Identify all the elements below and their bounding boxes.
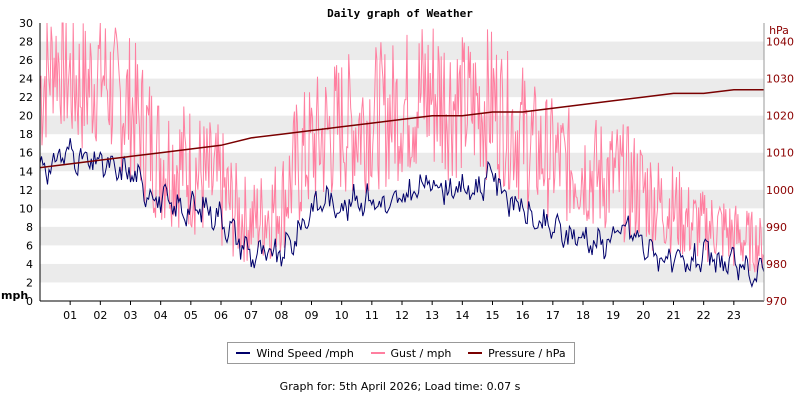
footer-status: Graph for: 5th April 2026; Load time: 0.… [279, 380, 521, 393]
right-tick-label: 1000 [766, 184, 794, 197]
legend-item-pressure: Pressure / hPa [468, 347, 566, 360]
x-tick-label: 19 [606, 309, 620, 322]
left-tick-label: 2 [26, 276, 33, 289]
x-tick-labels: 01 02 03 04 05 06 07 08 09 10 11 12 13 14 15 16 17 18 19 20… [63, 301, 741, 322]
left-tick-label: 20 [19, 110, 33, 123]
chart-title: Daily graph of Weather [327, 7, 473, 20]
left-tick-label: 6 [26, 239, 33, 252]
wind-speed-line [39, 138, 765, 289]
grid-bands [40, 23, 764, 301]
pressure-swatch [468, 352, 483, 354]
grid-band [40, 78, 764, 98]
x-tick-label: 09 [305, 309, 319, 322]
wind-swatch [236, 352, 251, 354]
x-tick-label: 16 [516, 309, 530, 322]
right-tick-label: 1040 [766, 36, 794, 49]
x-tick-label: 05 [184, 309, 198, 322]
x-tick-label: 21 [667, 309, 681, 322]
left-tick-label: 30 [19, 17, 33, 30]
x-tick-label: 03 [124, 309, 138, 322]
left-tick-label: 22 [19, 91, 33, 104]
x-tick-label: 14 [455, 309, 469, 322]
right-tick-label: 1010 [766, 147, 794, 160]
x-tick-label: 12 [395, 309, 409, 322]
right-tick-label: 1020 [766, 110, 794, 123]
gust-swatch [370, 352, 385, 354]
left-tick-label: 26 [19, 54, 33, 67]
x-tick-label: 04 [154, 309, 168, 322]
right-tick-label: 980 [766, 258, 787, 271]
left-tick-label: 28 [19, 36, 33, 49]
left-tick-label: 4 [26, 258, 33, 271]
left-tick-label: 8 [26, 221, 33, 234]
x-tick-label: 15 [486, 309, 500, 322]
legend-item-gust: Gust / mph [370, 346, 452, 360]
left-axis-unit: mph [1, 289, 28, 302]
pressure-line [39, 88, 764, 169]
x-tick-label: 07 [244, 309, 258, 322]
left-tick-label: 18 [19, 128, 33, 141]
x-tick-label: 08 [274, 309, 288, 322]
legend-label-pressure: Pressure / hPa [488, 346, 566, 360]
right-tick-labels: 970 980 990 1000 1010 1020 1030 1040 [766, 36, 794, 308]
x-tick-label: 22 [697, 309, 711, 322]
gust-series [39, 22, 765, 273]
left-tick-label: 24 [19, 73, 33, 86]
legend-item-wind: Wind Speed /mph [236, 347, 354, 360]
x-tick-label: 20 [636, 309, 650, 322]
left-tick-label: 16 [19, 147, 33, 160]
legend: Wind Speed /mph Gust / mph Pressure / hP… [227, 342, 575, 364]
left-tick-label: 10 [19, 202, 33, 215]
x-tick-label: 17 [546, 309, 560, 322]
left-tick-label: 12 [19, 184, 33, 197]
right-tick-label: 1030 [766, 73, 794, 86]
x-tick-label: 11 [365, 309, 379, 322]
grid-band [40, 41, 764, 61]
pressure-series [39, 88, 764, 169]
x-tick-label: 02 [93, 309, 107, 322]
left-tick-label: 14 [19, 165, 33, 178]
legend-label-gust: Gust / mph [390, 346, 452, 360]
x-tick-label: 23 [727, 309, 741, 322]
right-tick-label: 990 [766, 221, 787, 234]
left-tick-label: 0 [26, 295, 33, 308]
x-tick-label: 06 [214, 309, 228, 322]
grid-band [40, 115, 764, 135]
x-tick-label: 13 [425, 309, 439, 322]
wind-speed-series [39, 138, 765, 289]
x-tick-label: 18 [576, 309, 590, 322]
x-tick-label: 01 [63, 309, 77, 322]
gust-line [39, 22, 765, 273]
right-tick-label: 970 [766, 295, 787, 308]
x-tick-label: 10 [335, 309, 349, 322]
legend-label-wind: Wind Speed /mph [256, 346, 354, 360]
right-axis-unit: hPa [769, 24, 789, 37]
grid-band [40, 263, 764, 283]
